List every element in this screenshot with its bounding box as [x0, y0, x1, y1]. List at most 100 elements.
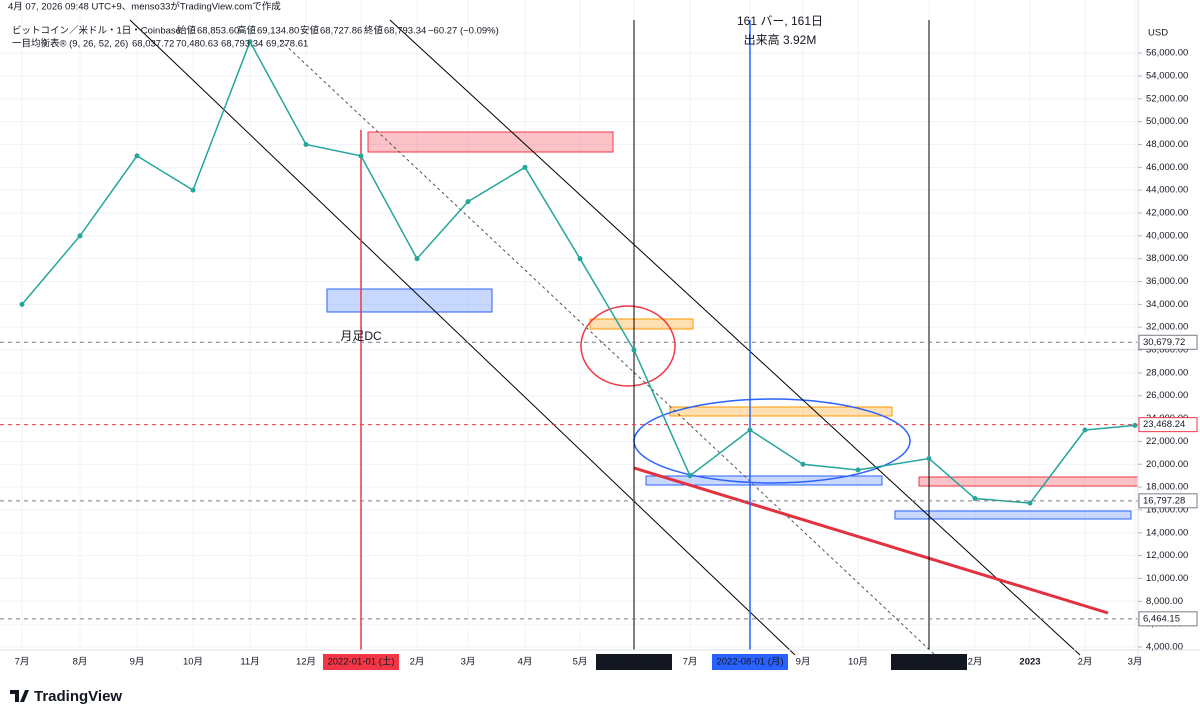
price-point [1132, 422, 1138, 428]
price-point [631, 347, 637, 353]
price-point [577, 256, 583, 262]
price-point [926, 456, 932, 462]
y-tick-label: 8,000.00 [1146, 596, 1183, 607]
brand: TradingView [34, 688, 122, 705]
x-tick-label: 2022-01-01 (土) [327, 656, 394, 668]
y-tick-label: 54,000.00 [1146, 70, 1188, 81]
x-tick-label: 2022-11-07 (月) [896, 657, 962, 668]
y-tick-label: 30,000.00 [1146, 345, 1188, 356]
y-tick-label: 10,000.00 [1146, 573, 1188, 584]
x-tick-label: 9月 [796, 657, 811, 668]
plot [0, 39, 1138, 620]
price-label: 6,464.15 [1143, 613, 1180, 624]
x-tick-label: 2月 [410, 657, 425, 668]
price-label: 23,468.24 [1143, 419, 1185, 430]
y-tick-label: 50,000.00 [1146, 116, 1188, 127]
x-tick-label: 10月 [848, 657, 868, 668]
price-label-box [1138, 611, 1198, 627]
price-label: 30,679.72 [1143, 337, 1185, 348]
y-tick-label: 12,000.00 [1146, 550, 1188, 561]
price-point [1027, 500, 1033, 506]
ohlc-value: 68,793.34 [384, 26, 426, 37]
annotation: 出来高 3.92M [744, 32, 817, 47]
price-point [303, 141, 309, 147]
y-tick-label: 40,000.00 [1146, 230, 1188, 241]
indicator: 一目均衡表® (9, 26, 52, 26) [12, 38, 128, 50]
indicator-value: 68,793.34 [221, 39, 263, 50]
price-point [855, 467, 861, 473]
y-tick-label: 18,000.00 [1146, 482, 1188, 493]
ellipse [580, 305, 676, 387]
y-tick-label: 14,000.00 [1146, 527, 1188, 538]
y-tick-label: 26,000.00 [1146, 390, 1188, 401]
trend-line [633, 466, 1109, 615]
price-label-box [1138, 417, 1198, 433]
x-tick-label: 7月 [15, 657, 30, 668]
zone-box [326, 288, 493, 313]
annotation: 月足DC [340, 329, 382, 343]
x-tick-label: 11月 [240, 657, 259, 668]
x-tick-label: 3月 [1128, 657, 1143, 668]
y-tick-label: 44,000.00 [1146, 185, 1188, 196]
y-tick-label: 22,000.00 [1146, 436, 1188, 447]
x-tick-label: 7月 [683, 657, 698, 668]
y-tick-label: 28,000.00 [1146, 367, 1188, 378]
x-tick-label: 2022-05-30 (月) [600, 657, 667, 668]
price-point [800, 461, 806, 467]
price-point [19, 301, 25, 307]
zone-box [589, 318, 694, 330]
change: −60.27 (−0.09%) [428, 26, 499, 37]
x-tick-label: 8月 [73, 657, 88, 668]
price-point [747, 427, 753, 433]
drawings [129, 19, 1139, 656]
ohlc-value: 68,727.86 [320, 26, 362, 37]
price-point [687, 473, 693, 479]
date-marker [323, 654, 399, 670]
price-label: 16,797.28 [1143, 495, 1185, 506]
x-tick-label: 10月 [183, 657, 203, 668]
price-label-box [1138, 493, 1198, 509]
ohlc-value: 68,853.60 [197, 26, 239, 37]
y-tick-label: 32,000.00 [1146, 322, 1188, 333]
price-point [77, 233, 83, 239]
x-tick-label: 4月 [518, 657, 533, 668]
x-tick-label: 5月 [573, 657, 588, 668]
price-point [1082, 427, 1088, 433]
indicator-value: 70,480.63 [176, 39, 218, 50]
currency: USD [1148, 28, 1168, 39]
x-tick-label: 9月 [130, 657, 145, 668]
ohlc-label: 始値 [177, 25, 197, 37]
y-tick-label: 46,000.00 [1146, 162, 1188, 173]
ohlc-label: 高値 [237, 25, 257, 37]
x-tick-label: 2月 [1078, 657, 1093, 668]
ohlc-label: 安値 [300, 25, 320, 37]
y-tick-label: 4,000.00 [1146, 641, 1183, 652]
y-tick-label: 34,000.00 [1146, 299, 1188, 310]
zone-box [645, 475, 883, 486]
zone-box [894, 510, 1132, 520]
y-tick-label: 16,000.00 [1146, 504, 1188, 515]
price-point [465, 199, 471, 205]
ohlc-value: 69,134.80 [257, 26, 299, 37]
ohlc-label: 終値 [364, 25, 384, 37]
price-point [190, 187, 196, 193]
zone-box [669, 406, 893, 417]
created-note: 4月 07, 2026 09:48 UTC+9、menso33がTradingV… [8, 1, 281, 13]
zone-box [367, 131, 614, 153]
indicator-value: 69,278.61 [266, 39, 308, 50]
x-tick-label: 3月 [461, 657, 476, 668]
x-tick-label: 2022-08-01 (月) [716, 657, 783, 668]
price-point [358, 153, 364, 159]
price-point [522, 164, 528, 170]
x-tick-label: 2月 [968, 657, 983, 668]
y-tick-label: 52,000.00 [1146, 93, 1188, 104]
trend-line [129, 19, 796, 656]
price-label-box [1138, 334, 1198, 350]
indicator-value: 68,037.72 [132, 39, 174, 50]
date-marker [596, 654, 672, 670]
price-point [247, 39, 253, 45]
price-point [134, 153, 140, 159]
symbol: ビットコイン／米ドル・1日・Coinbase [12, 25, 181, 37]
date-marker [712, 654, 788, 670]
